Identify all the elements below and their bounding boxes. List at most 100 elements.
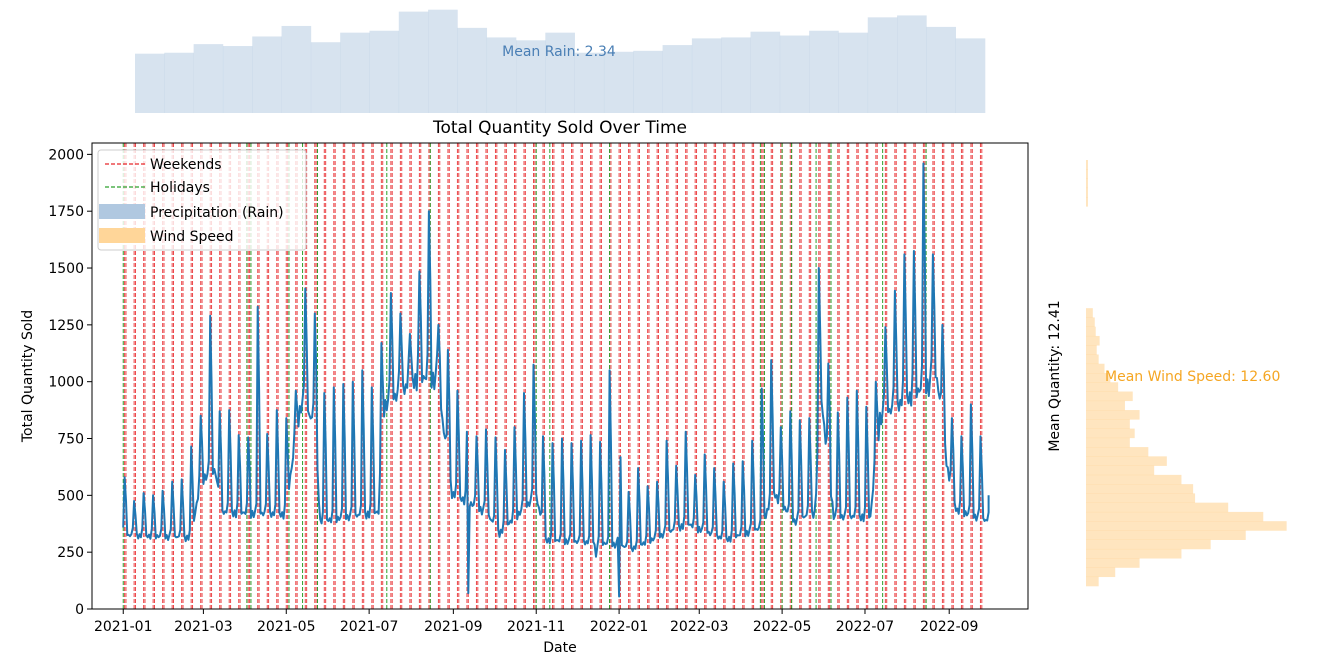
wind-bar xyxy=(1086,326,1096,337)
wind-bar xyxy=(1086,187,1088,198)
rain-bar xyxy=(486,37,517,113)
x-tick-label: 2021-07 xyxy=(340,619,399,635)
x-tick-label: 2022-03 xyxy=(670,619,729,635)
wind-bar xyxy=(1086,576,1099,587)
x-tick-label: 2022-01 xyxy=(590,619,649,635)
rain-bar xyxy=(252,36,282,114)
wind-bar xyxy=(1086,447,1149,457)
y-tick-label: 500 xyxy=(57,488,84,504)
rain-bar xyxy=(603,51,634,113)
legend-weekends-label: Weekends xyxy=(150,157,222,173)
wind-bar xyxy=(1086,178,1088,189)
legend-rain-swatch xyxy=(99,204,145,219)
wind-bar xyxy=(1086,493,1196,503)
x-tick-label: 2022-09 xyxy=(920,619,979,635)
rain-bar xyxy=(428,9,458,114)
rain-bar xyxy=(516,40,546,113)
rain-bar xyxy=(750,31,781,114)
wind-bar xyxy=(1086,354,1099,365)
wind-bar xyxy=(1086,511,1264,522)
rain-bar xyxy=(398,11,429,113)
x-tick-label: 2021-01 xyxy=(94,619,153,635)
wind-bar xyxy=(1086,502,1229,513)
y-tick-label: 1250 xyxy=(48,318,84,334)
rain-bar xyxy=(662,45,693,113)
y-tick-label: 1000 xyxy=(48,375,84,391)
wind-bar xyxy=(1086,345,1097,355)
rain-bar xyxy=(369,30,400,114)
wind-bar xyxy=(1086,308,1093,318)
rain-bar xyxy=(955,38,986,113)
wind-histogram xyxy=(1086,160,1287,587)
rain-bar xyxy=(340,32,370,113)
wind-bar xyxy=(1086,465,1155,476)
wind-bar xyxy=(1086,382,1119,392)
y-tick-label: 1750 xyxy=(48,204,84,220)
wind-bar xyxy=(1086,521,1287,531)
x-tick-label: 2021-09 xyxy=(424,619,483,635)
wind-bar xyxy=(1086,363,1105,374)
rain-bar xyxy=(545,32,575,113)
legend-box xyxy=(97,149,307,251)
rain-bar xyxy=(926,26,956,114)
rain-bar xyxy=(135,53,165,113)
legend-wind-label: Wind Speed xyxy=(150,229,234,245)
wind-bar xyxy=(1086,160,1088,170)
rain-bar xyxy=(633,50,663,113)
series-line-total-quantity xyxy=(122,162,990,598)
rain-bar xyxy=(574,52,605,113)
y-tick-label: 1500 xyxy=(48,261,84,277)
rain-bar xyxy=(457,27,488,113)
wind-bar xyxy=(1086,530,1246,540)
rain-bar xyxy=(281,25,312,114)
wind-bar xyxy=(1086,169,1088,179)
wind-bar xyxy=(1086,484,1194,494)
wind-bar xyxy=(1086,197,1088,207)
chart-title: Total Quantity Sold Over Time xyxy=(432,118,687,138)
rain-bar xyxy=(809,30,839,114)
wind-bar xyxy=(1086,428,1135,439)
wind-bar xyxy=(1086,567,1116,578)
rain-bar xyxy=(867,17,898,114)
y-tick-label: 0 xyxy=(75,602,84,618)
rain-bar xyxy=(193,44,224,114)
wind-bar xyxy=(1086,558,1140,568)
mean-quantity-label: Mean Quantity: 12.41 xyxy=(1047,300,1063,451)
y-tick-label: 750 xyxy=(57,432,84,448)
rain-bar xyxy=(310,42,341,113)
wind-bar xyxy=(1086,456,1167,466)
y-tick-label: 2000 xyxy=(48,147,84,163)
rain-histogram xyxy=(135,9,986,114)
wind-bar xyxy=(1086,317,1095,327)
rain-bar xyxy=(691,38,722,113)
x-axis: 2021-01 2021-03 2021-05 2021-07 2021-09 2021-… xyxy=(94,609,978,635)
legend-rain-label: Precipitation (Rain) xyxy=(150,205,284,221)
wind-bar xyxy=(1086,437,1130,448)
wind-bar xyxy=(1086,410,1140,420)
rain-bar xyxy=(897,15,927,113)
y-axis: 0 250 500 750 1000 1250 1500 1750 2000 xyxy=(48,147,92,618)
rain-bar xyxy=(721,37,751,113)
wind-bar xyxy=(1086,419,1130,429)
legend-holidays-label: Holidays xyxy=(150,180,210,196)
rain-bar xyxy=(838,32,869,113)
wind-bar xyxy=(1086,539,1211,550)
wind-bar xyxy=(1086,373,1111,383)
x-axis-label: Date xyxy=(543,640,576,656)
wind-bar xyxy=(1086,474,1182,485)
rain-bar xyxy=(164,52,194,113)
wind-bar xyxy=(1086,391,1133,402)
legend: Weekends Holidays Precipitation (Rain) W… xyxy=(97,149,307,251)
wind-mean-label: Mean Wind Speed: 12.60 xyxy=(1105,369,1280,385)
plot-frame xyxy=(91,142,1029,610)
x-tick-label: 2022-07 xyxy=(836,619,895,635)
y-axis-label: Total Quantity Sold xyxy=(20,310,36,443)
wind-bar xyxy=(1086,548,1182,559)
wind-bar xyxy=(1086,335,1100,346)
x-tick-label: 2021-11 xyxy=(507,619,566,635)
x-tick-label: 2021-03 xyxy=(174,619,233,635)
rain-mean-label: Mean Rain: 2.34 xyxy=(502,44,616,60)
x-tick-label: 2021-05 xyxy=(257,619,316,635)
legend-wind-swatch xyxy=(99,228,145,243)
